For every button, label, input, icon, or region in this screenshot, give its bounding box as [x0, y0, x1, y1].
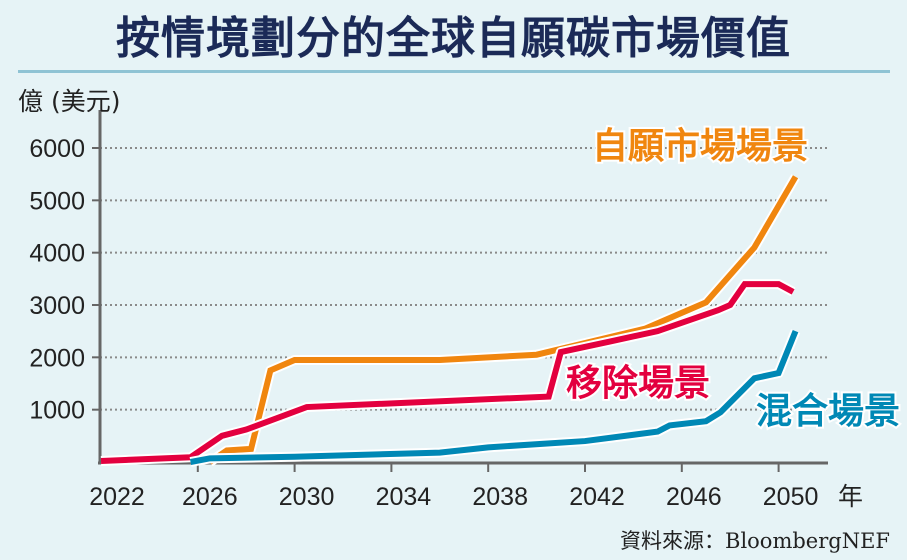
x-tick-label: 2050	[763, 483, 819, 511]
series-label: 自願市場場景	[592, 126, 808, 167]
y-axis-label: 億 (美元)	[18, 87, 120, 116]
x-tick-label: 2042	[569, 483, 625, 511]
y-tick-label: 6000	[29, 135, 85, 163]
series-label: 移除場景	[566, 363, 710, 404]
x-tick-label: 2022	[89, 483, 145, 511]
x-tick-label: 2038	[472, 483, 528, 511]
series-label: 混合場景	[756, 391, 900, 432]
source-note: 資料來源：BloombergNEF	[620, 529, 890, 553]
y-tick-label: 3000	[29, 292, 85, 320]
series-line-3	[189, 330, 799, 465]
series-line-2	[100, 281, 795, 464]
x-tick-label: 2046	[666, 483, 722, 511]
y-tick-label: 4000	[29, 240, 85, 268]
series-line-1	[208, 175, 799, 465]
chart-title: 按情境劃分的全球自願碳市場價值	[116, 13, 791, 64]
x-unit-label: 年	[838, 482, 863, 511]
y-tick-label: 1000	[29, 397, 85, 425]
x-tick-label: 2026	[182, 483, 238, 511]
y-tick-label: 5000	[29, 187, 85, 215]
y-tick-label: 2000	[29, 344, 85, 372]
x-tick-label: 2034	[376, 483, 432, 511]
title-divider	[18, 70, 890, 73]
x-tick-label: 2030	[279, 483, 335, 511]
